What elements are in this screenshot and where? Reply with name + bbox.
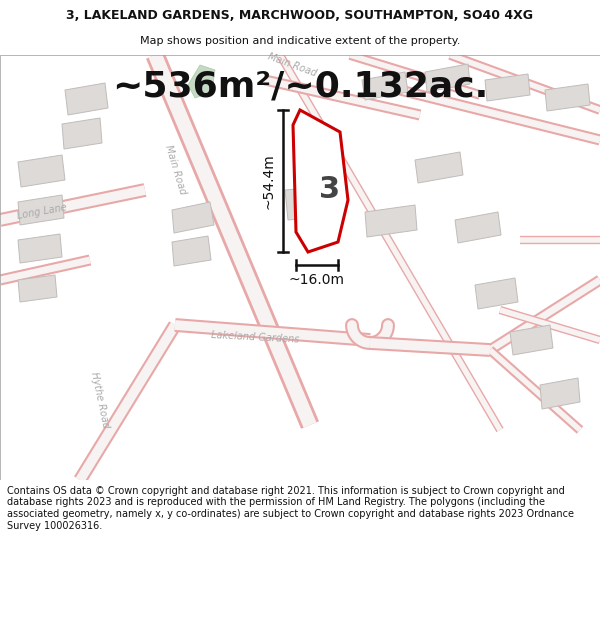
Text: ~536m²/~0.132ac.: ~536m²/~0.132ac.: [112, 70, 488, 104]
Text: ~16.0m: ~16.0m: [289, 273, 345, 287]
Text: 3: 3: [319, 175, 340, 204]
Polygon shape: [172, 202, 214, 233]
Text: Map shows position and indicative extent of the property.: Map shows position and indicative extent…: [140, 36, 460, 46]
Polygon shape: [293, 110, 348, 252]
Text: 3, LAKELAND GARDENS, MARCHWOOD, SOUTHAMPTON, SO40 4XG: 3, LAKELAND GARDENS, MARCHWOOD, SOUTHAMP…: [67, 9, 533, 22]
Polygon shape: [285, 185, 343, 220]
Polygon shape: [545, 84, 590, 111]
Text: Long Lane: Long Lane: [16, 202, 68, 221]
Text: Main Road: Main Road: [163, 144, 187, 196]
Text: Contains OS data © Crown copyright and database right 2021. This information is : Contains OS data © Crown copyright and d…: [7, 486, 574, 531]
Polygon shape: [540, 378, 580, 409]
Polygon shape: [425, 64, 470, 92]
Text: Lakeland Gardens: Lakeland Gardens: [211, 330, 299, 344]
Polygon shape: [485, 74, 530, 101]
Polygon shape: [188, 65, 215, 98]
Polygon shape: [18, 234, 62, 263]
Polygon shape: [455, 212, 501, 243]
Polygon shape: [65, 83, 108, 115]
Polygon shape: [475, 278, 518, 309]
Text: ~54.4m: ~54.4m: [261, 153, 275, 209]
Polygon shape: [18, 155, 65, 187]
Polygon shape: [365, 205, 417, 237]
Text: Hythe Road: Hythe Road: [89, 371, 111, 429]
Polygon shape: [362, 72, 408, 100]
Polygon shape: [172, 236, 211, 266]
Polygon shape: [415, 152, 463, 183]
Polygon shape: [510, 325, 553, 355]
Polygon shape: [18, 195, 64, 225]
Polygon shape: [18, 275, 57, 302]
Polygon shape: [62, 118, 102, 149]
Text: Main Road: Main Road: [266, 51, 318, 79]
